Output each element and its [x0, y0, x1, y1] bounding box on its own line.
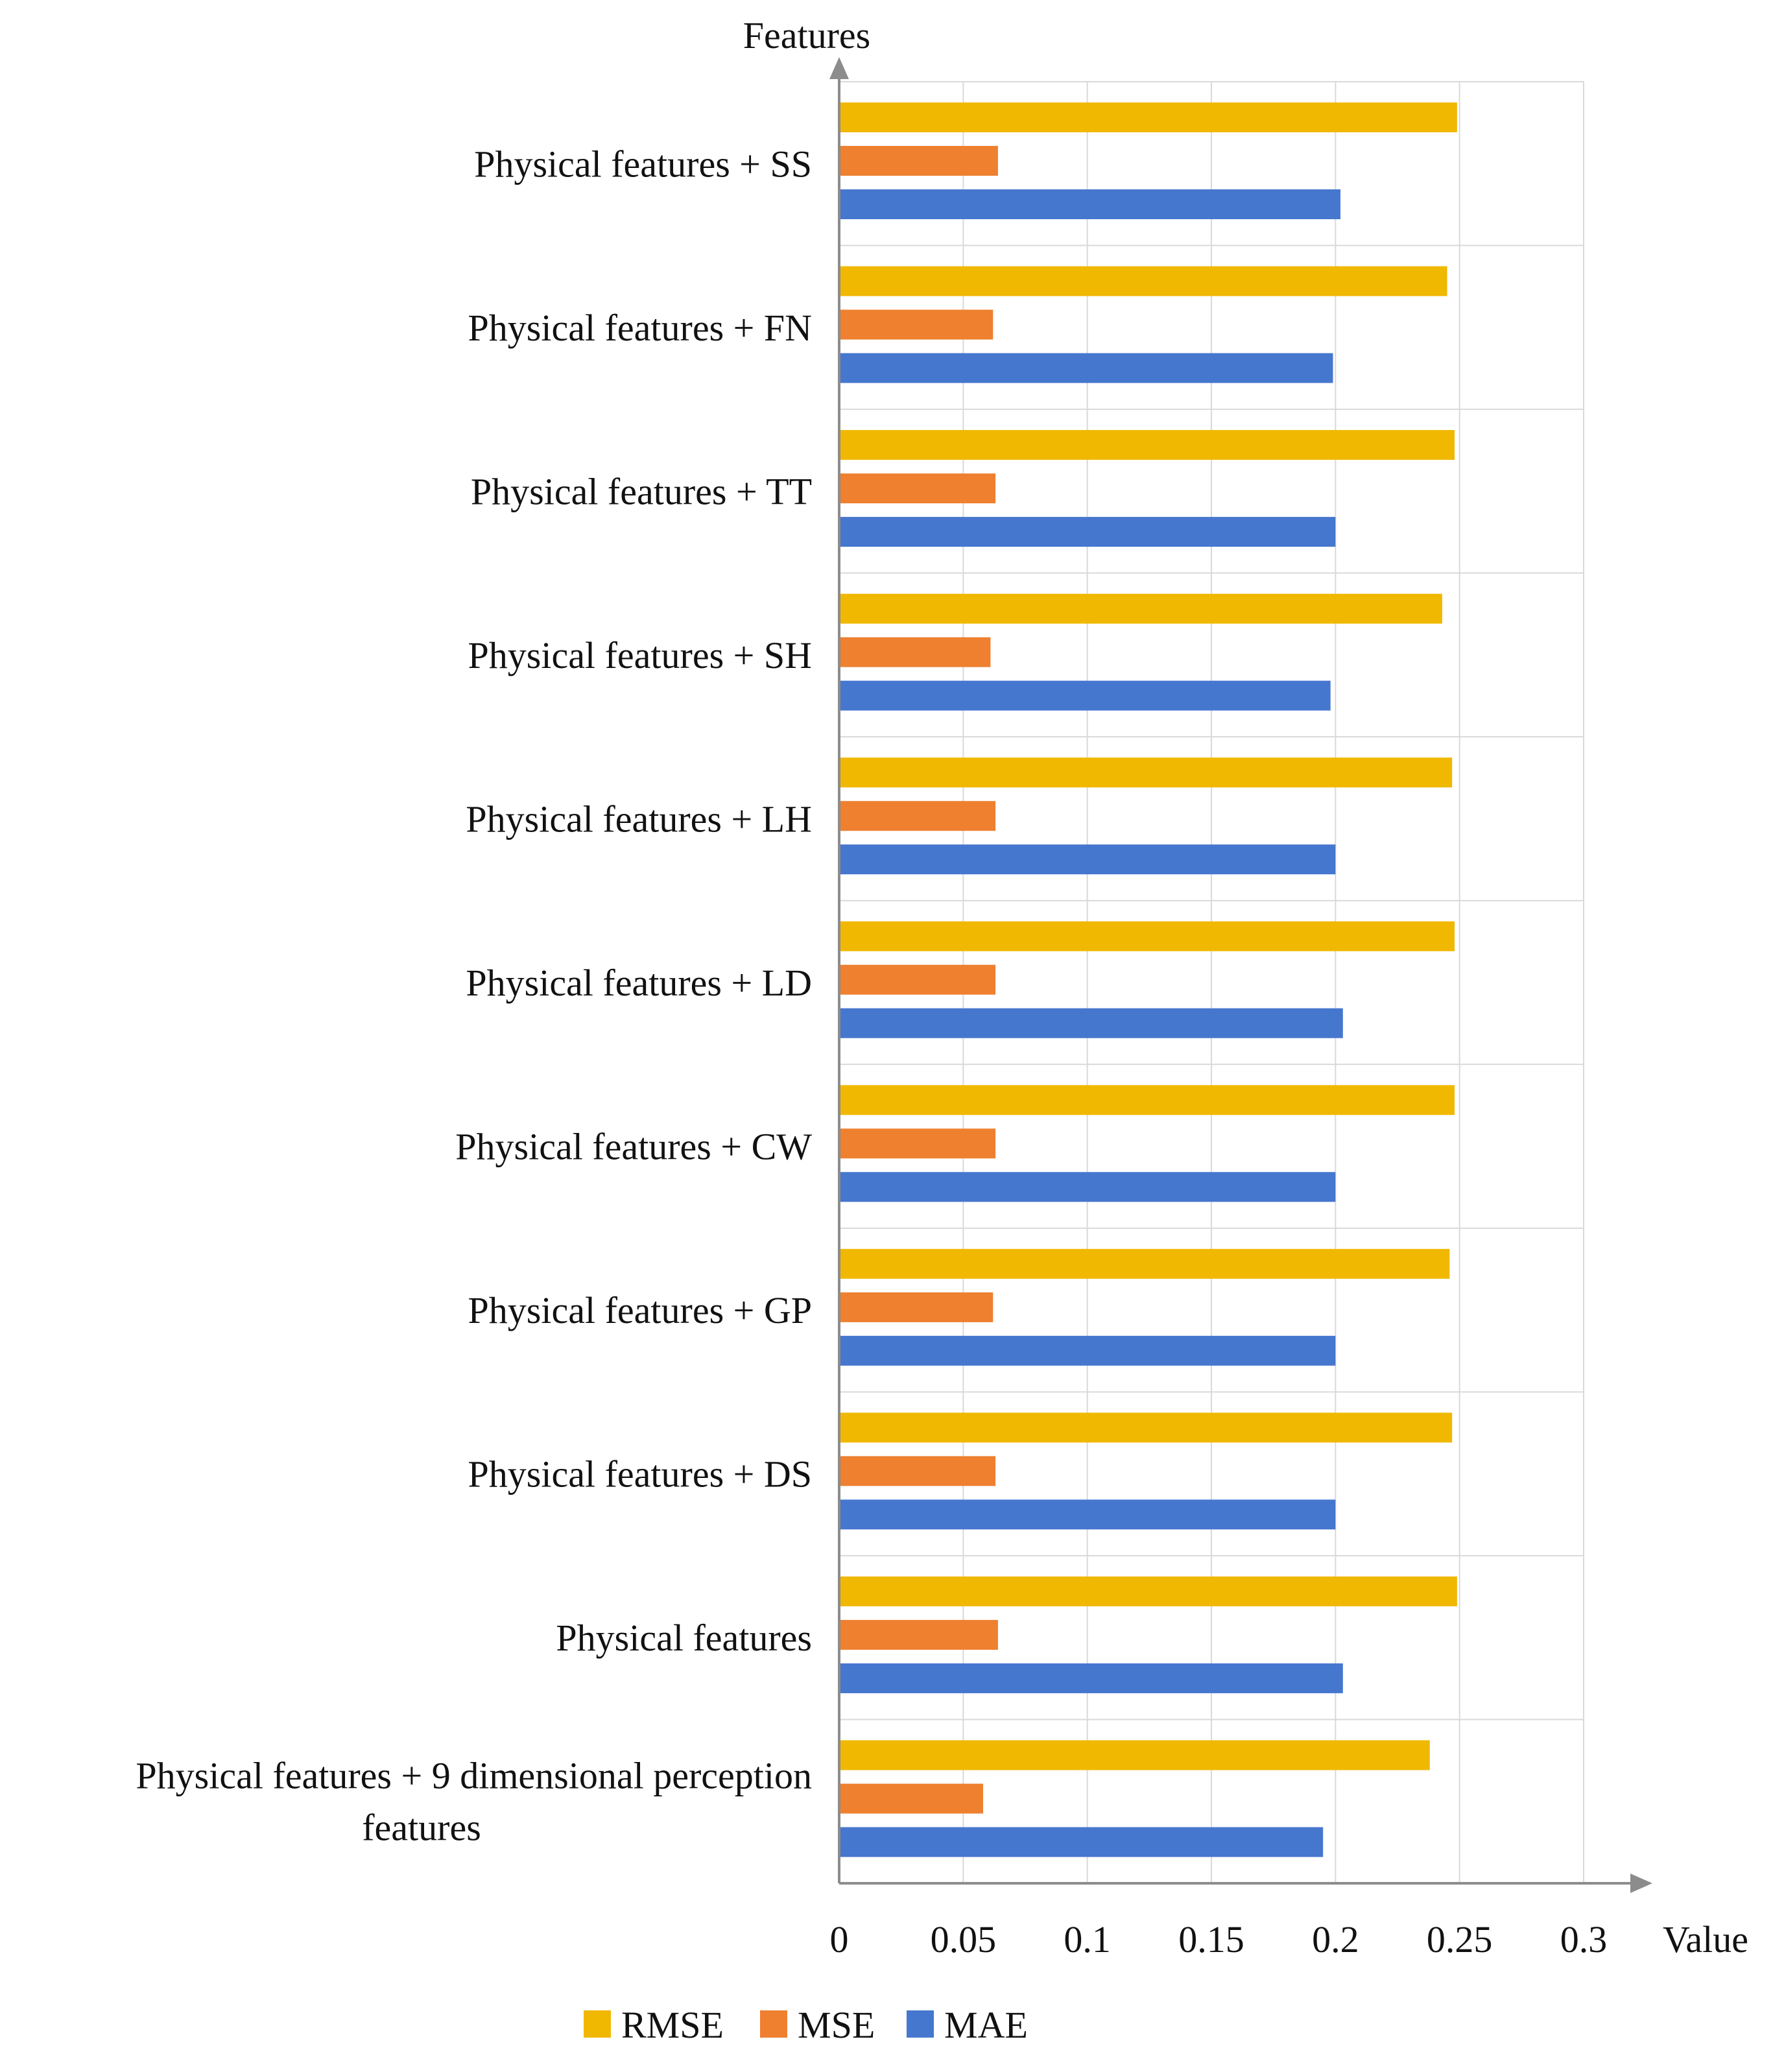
- x-tick-label: 0: [830, 1918, 849, 1960]
- category-label: Physical features + GP: [468, 1289, 812, 1331]
- x-tick-label: 0.25: [1427, 1918, 1493, 1960]
- bar-mse: [839, 1456, 996, 1486]
- x-tick-label: 0.15: [1178, 1918, 1244, 1960]
- category-label: Physical features + 9 dimensional percep…: [136, 1755, 812, 1849]
- category-label: Physical features + LH: [466, 798, 812, 840]
- y-axis-title: Features: [743, 14, 871, 56]
- bar-mae: [839, 1499, 1336, 1530]
- legend-label: MAE: [944, 2004, 1028, 2046]
- labels: Features Value 0 0.05 0.1 0.15 0.2 0.25 0.3 Phy…: [136, 14, 1748, 1960]
- bar-mae: [839, 1663, 1343, 1693]
- category-label: Physical features + DS: [468, 1453, 812, 1495]
- bar-mae: [839, 1827, 1324, 1857]
- axes: [829, 57, 1652, 1893]
- bar-mae: [839, 680, 1331, 711]
- bar-mae: [839, 189, 1340, 219]
- bar-rmse: [839, 1412, 1453, 1443]
- bar-rmse: [839, 1085, 1455, 1115]
- category-label: Physical features + LD: [466, 962, 812, 1004]
- bar-rmse: [839, 430, 1455, 460]
- bar-mae: [839, 353, 1333, 383]
- bar-rmse: [839, 266, 1447, 296]
- bar-rmse: [839, 593, 1442, 624]
- x-tick-label: 0.05: [931, 1918, 997, 1960]
- bar-mse: [839, 1128, 996, 1159]
- bar-rmse: [839, 1740, 1430, 1770]
- x-axis-title: Value: [1663, 1918, 1748, 1960]
- category-label: Physical features + TT: [471, 470, 812, 512]
- legend-swatch-mse: [760, 2010, 787, 2038]
- bar-mse: [839, 801, 996, 831]
- bar-mae: [839, 1172, 1336, 1202]
- bar-mse: [839, 309, 994, 340]
- legend-label: MSE: [798, 2004, 875, 2046]
- x-axis-arrow: [1630, 1874, 1652, 1893]
- bar-rmse: [839, 1576, 1457, 1606]
- bar-mse: [839, 473, 996, 504]
- category-label: Physical features + CW: [455, 1126, 812, 1168]
- bar-mse: [839, 1292, 994, 1322]
- bar-rmse: [839, 102, 1457, 132]
- legend: RMSE MSE MAE: [584, 2004, 1028, 2046]
- bar-mae: [839, 844, 1336, 875]
- bar-rmse: [839, 757, 1453, 788]
- x-tick-label: 0.1: [1064, 1918, 1111, 1960]
- bar-mae: [839, 1008, 1343, 1038]
- bar-mse: [839, 964, 996, 995]
- bars: [839, 102, 1457, 1857]
- bar-mse: [839, 1783, 983, 1814]
- legend-swatch-rmse: [584, 2010, 611, 2038]
- legend-swatch-mae: [907, 2010, 934, 2038]
- category-label: Physical features + SS: [474, 143, 812, 185]
- x-tick-label: 0.3: [1560, 1918, 1608, 1960]
- y-axis-arrow: [829, 57, 849, 79]
- bar-mae: [839, 517, 1336, 547]
- bar-rmse: [839, 1248, 1450, 1279]
- bar-mse: [839, 637, 991, 667]
- x-tick-label: 0.2: [1312, 1918, 1359, 1960]
- bar-mse: [839, 146, 998, 176]
- bar-rmse: [839, 921, 1455, 951]
- category-label: Physical features: [556, 1617, 812, 1659]
- bar-mse: [839, 1619, 998, 1650]
- category-label: Physical features + FN: [468, 307, 812, 349]
- category-label: Physical features + SH: [468, 634, 812, 676]
- bar-mae: [839, 1335, 1336, 1366]
- legend-label: RMSE: [621, 2004, 724, 2046]
